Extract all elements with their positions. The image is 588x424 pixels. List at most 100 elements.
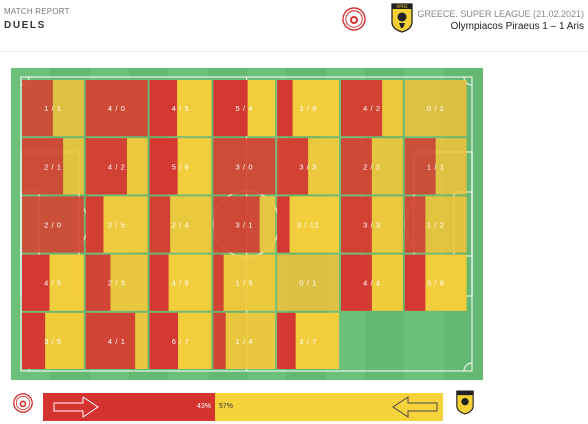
away-duels-bar xyxy=(404,80,467,137)
cell-duel-label: 1 / 1 xyxy=(427,162,445,171)
cell-duel-label: 2 / 3 xyxy=(108,279,126,288)
home-duels-bar xyxy=(277,196,290,253)
away-duels-bar xyxy=(127,138,148,195)
score-line: Olympiacos Piraeus 1 – 1 Aris xyxy=(450,21,584,32)
away-duels-bar xyxy=(259,196,276,253)
away-duels-bar xyxy=(425,196,467,253)
home-share-label: 43% xyxy=(196,403,211,410)
heatmap-cell: 0 / 1 xyxy=(404,80,467,137)
aris-badge-text: ΑΡΗΣ xyxy=(396,4,408,9)
header: MATCH REPORT DUELS ΑΡΗΣ GREECE. SUPER LE… xyxy=(0,0,588,48)
heatmap-cell: 4 / 5 xyxy=(149,80,212,137)
corner-arc-br xyxy=(463,362,473,372)
cell-duel-label: 1 / 2 xyxy=(427,221,445,230)
heatmap-cell: 1 / 5 xyxy=(213,254,276,311)
heatmap-cell: 3 / 1 xyxy=(213,196,276,253)
home-duels-bar xyxy=(404,196,426,253)
aris-small-logo-icon xyxy=(456,390,474,415)
away-duels-bar xyxy=(178,312,212,369)
away-duels-bar xyxy=(371,254,403,311)
home-duels-bar xyxy=(22,254,50,311)
report-title: DUELS xyxy=(4,20,46,31)
away-duels-bar xyxy=(289,196,339,253)
heatmap-cell: 3 / 9 xyxy=(277,80,339,137)
cell-duel-label: 3 / 5 xyxy=(44,337,62,346)
away-duels-bar xyxy=(177,138,212,195)
share-bar-track: 43% 57% xyxy=(43,393,443,421)
away-duels-bar xyxy=(52,80,84,137)
heatmap-cell: 3 / 5 xyxy=(22,312,84,369)
home-duels-bar xyxy=(149,254,169,311)
cell-duel-label: 3 / 1 xyxy=(236,221,254,230)
olympiacos-small-logo-icon xyxy=(13,393,33,413)
cell-duel-label: 0 / 1 xyxy=(299,279,317,288)
cell-duel-label: 1 / 1 xyxy=(44,104,62,113)
heatmap-cell: 4 / 9 xyxy=(149,254,212,311)
report-label: MATCH REPORT xyxy=(4,7,70,16)
home-duels-bar xyxy=(22,312,46,369)
cell-duel-label: 2 / 0 xyxy=(44,221,62,230)
away-duels-bar xyxy=(382,80,403,137)
olympiacos-logo-icon xyxy=(342,7,366,31)
cell-duel-label: 1 / 5 xyxy=(236,279,254,288)
home-duels-bar xyxy=(149,80,178,137)
heatmap-cell: 5 / 4 xyxy=(213,80,276,137)
heatmap-cell: 1 / 1 xyxy=(22,80,84,137)
heatmap-cell: 1 / 4 xyxy=(213,312,276,369)
cell-duel-label: 2 / 5 xyxy=(108,221,126,230)
cell-duel-label: 3 / 6 xyxy=(427,279,445,288)
heatmap-cell: 4 / 2 xyxy=(341,80,403,137)
cell-duel-label: 4 / 2 xyxy=(363,104,381,113)
away-duels-bar xyxy=(308,138,339,195)
home-duels-bar xyxy=(85,196,104,253)
home-duels-bar xyxy=(149,138,178,195)
away-duels-bar xyxy=(292,80,339,137)
arrow-right-icon xyxy=(53,396,99,418)
cell-duel-label: 3 / 12 xyxy=(297,221,319,230)
away-duels-bar xyxy=(371,138,403,195)
away-duels-bar xyxy=(435,138,467,195)
away-duels-bar xyxy=(425,254,467,311)
home-duels-bar xyxy=(85,138,127,195)
away-duels-bar xyxy=(225,312,276,369)
away-duels-bar xyxy=(63,138,84,195)
cell-duel-label: 2 / 1 xyxy=(44,162,62,171)
cell-duel-label: 2 / 4 xyxy=(172,221,190,230)
home-duels-bar xyxy=(213,196,260,253)
heatmap-cell: 2 / 0 xyxy=(22,196,84,253)
heatmap-cell: 4 / 2 xyxy=(85,138,148,195)
heatmap-cell: 3 / 3 xyxy=(341,196,403,253)
away-duels-bar xyxy=(168,254,212,311)
cell-duel-label: 4 / 5 xyxy=(44,279,62,288)
heatmap-cell: 2 / 4 xyxy=(149,196,212,253)
home-duels-bar xyxy=(213,138,276,195)
home-duels-bar xyxy=(22,138,64,195)
heatmap-cell: 3 / 0 xyxy=(213,138,276,195)
heatmap-cells: 1 / 1 4 / 0 4 / 5 5 / 4 3 / 9 4 / 2 0 / 1 2 / 1… xyxy=(22,80,467,369)
cell-duel-label: 4 / 2 xyxy=(108,162,126,171)
heatmap-cell: 3 / 3 xyxy=(277,138,339,195)
away-duels-bar xyxy=(49,254,84,311)
cell-duel-label: 4 / 9 xyxy=(172,279,190,288)
cell-duel-label: 4 / 1 xyxy=(108,337,126,346)
away-duels-bar xyxy=(170,196,212,253)
home-duels-bar xyxy=(277,138,309,195)
cell-duel-label: 3 / 7 xyxy=(299,337,317,346)
cell-duel-label: 4 / 4 xyxy=(363,279,381,288)
heatmap-cell: 1 / 1 xyxy=(404,138,467,195)
home-duels-bar xyxy=(404,138,436,195)
away-duels-bar xyxy=(247,80,276,137)
home-duels-bar xyxy=(213,254,224,311)
heatmap-cell: 4 / 0 xyxy=(85,80,148,137)
cell-duel-label: 0 / 1 xyxy=(427,104,445,113)
heatmap-cell: 5 / 6 xyxy=(149,138,212,195)
cell-duel-label: 1 / 4 xyxy=(236,337,254,346)
away-duels-bar xyxy=(277,254,339,311)
heatmap-cell: 4 / 1 xyxy=(85,312,148,369)
aris-logo-icon: ΑΡΗΣ xyxy=(391,3,413,33)
arrow-left-icon xyxy=(392,396,438,418)
away-duels-bar xyxy=(371,196,403,253)
home-duels-bar xyxy=(277,312,296,369)
league-line: GREECE. SUPER LEAGUE (21.02.2021) xyxy=(417,9,584,19)
away-duels-bar xyxy=(177,80,212,137)
